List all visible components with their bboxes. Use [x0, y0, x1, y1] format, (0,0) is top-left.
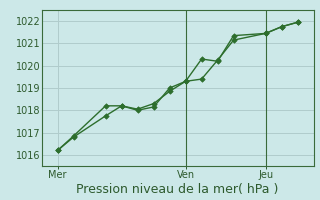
X-axis label: Pression niveau de la mer( hPa ): Pression niveau de la mer( hPa ): [76, 183, 279, 196]
